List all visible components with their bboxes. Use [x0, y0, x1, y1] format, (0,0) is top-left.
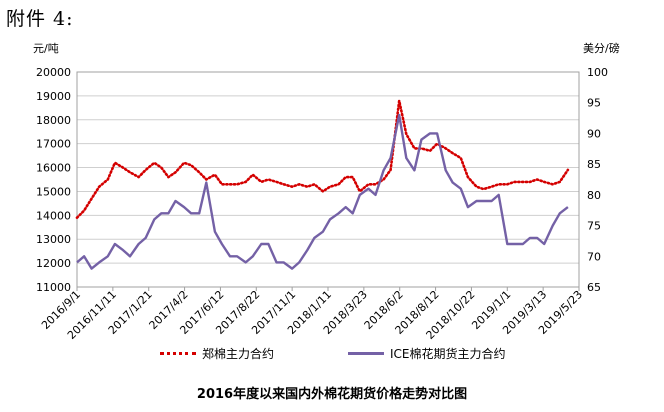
- y-tick-label: 15000: [36, 185, 71, 198]
- x-axis-ticks: 2016/9/12016/11/112017/1/212017/4/22017/…: [39, 287, 585, 342]
- chart-caption: 2016年度以来国内外棉花期货价格走势对比图: [196, 387, 468, 402]
- y-tick-label: 16000: [36, 162, 71, 175]
- y-tick-label: 11000: [36, 281, 71, 294]
- y2-tick-label: 80: [587, 189, 601, 202]
- y-tick-label: 12000: [36, 257, 71, 270]
- y-tick-label: 18000: [36, 114, 71, 127]
- legend-swatch-ice: [348, 352, 384, 355]
- y-tick-label: 14000: [36, 209, 71, 222]
- right-axis-unit: 美分/磅: [583, 42, 620, 55]
- y-tick-label: 17000: [36, 138, 71, 151]
- y-tick-label: 19000: [36, 90, 71, 103]
- grid-lines: [76, 71, 580, 288]
- y2-tick-label: 100: [587, 66, 608, 79]
- y2-tick-label: 75: [587, 220, 601, 233]
- legend-swatch-zheng: [160, 352, 196, 355]
- legend-item-ice: ICE棉花期货主力合约: [348, 345, 506, 362]
- series-line-ice: [76, 113, 569, 270]
- y2-tick-label: 85: [587, 158, 601, 171]
- legend-label-ice: ICE棉花期货主力合约: [390, 347, 506, 361]
- left-axis-unit: 元/吨: [33, 42, 59, 55]
- y-tick-label: 13000: [36, 233, 71, 246]
- y2-tick-label: 70: [587, 250, 601, 263]
- plot-frame: [76, 71, 580, 288]
- right-axis-ticks: 65 70 75 80 85 90 95 100: [587, 66, 608, 294]
- series-lines: [75, 99, 570, 270]
- legend-label-zheng: 郑棉主力合约: [202, 347, 275, 361]
- y2-tick-label: 95: [587, 97, 601, 110]
- y2-tick-label: 90: [587, 127, 601, 140]
- y-tick-label: 20000: [36, 66, 71, 79]
- left-axis-ticks: 11000 12000 13000 14000 15000 16000 17000 18000…: [36, 66, 71, 294]
- series-line-zheng: [75, 99, 570, 219]
- attachment-label: 附件 4:: [6, 8, 74, 30]
- legend-item-zheng: 郑棉主力合约: [160, 345, 274, 362]
- y2-tick-label: 65: [587, 281, 601, 294]
